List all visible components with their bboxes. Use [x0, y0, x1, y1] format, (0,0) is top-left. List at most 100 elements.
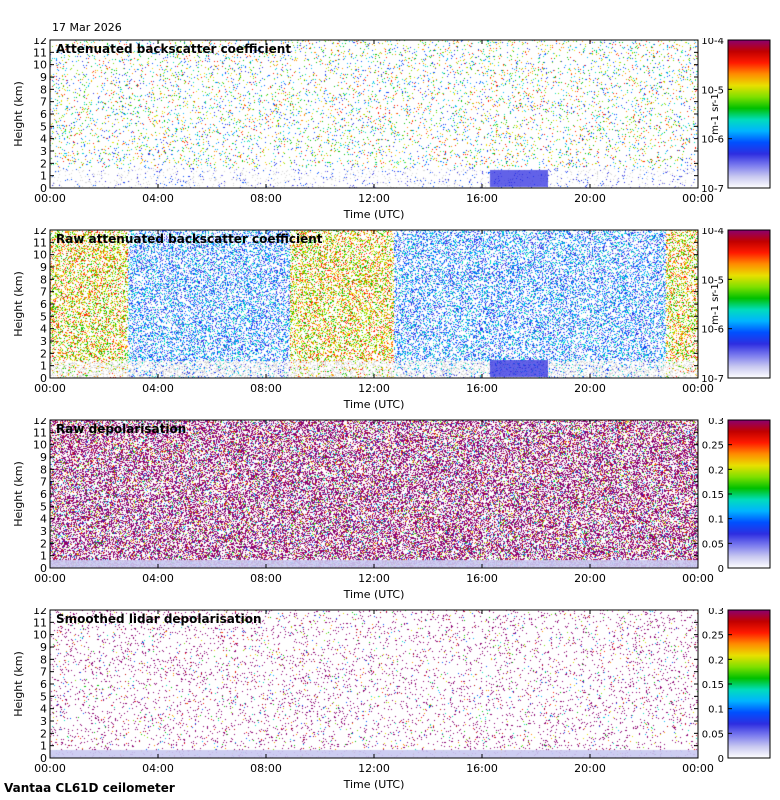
x-tick-label: 20:00 — [574, 762, 606, 775]
colorbar — [727, 609, 771, 759]
y-tick-label: 4 — [40, 513, 47, 526]
x-tick-label: 12:00 — [358, 572, 390, 585]
panel-title: Smoothed lidar depolarisation — [56, 612, 262, 626]
y-tick-label: 4 — [40, 323, 47, 336]
y-tick-label: 12 — [33, 228, 47, 237]
x-tick-label: 16:00 — [466, 762, 498, 775]
colorbar-tick-label: 0.15 — [702, 680, 724, 691]
colorbar-tick-label: 0.3 — [708, 418, 724, 427]
x-tick-label: 04:00 — [142, 192, 174, 205]
x-tick-label: 00:00 — [34, 762, 66, 775]
y-tick-label: 4 — [40, 703, 47, 716]
colorbar-tick-label: 10-6 — [701, 135, 724, 146]
y-axis-label: Height (km) — [12, 271, 25, 337]
y-tick-label: 0 — [40, 562, 47, 575]
colorbar-tick-label: 0.05 — [702, 729, 724, 740]
panel-raw-depolarisation: 0 1 2 3 4 5 6 7 8 9 10 11 12 00:00 04:00 08:00 12:00 16:0… — [0, 418, 780, 608]
x-tick-label: 20:00 — [574, 572, 606, 585]
y-tick-label: 6 — [40, 488, 47, 501]
x-axis-label: Time (UTC) — [343, 588, 405, 601]
x-tick-label: 00:00 — [34, 572, 66, 585]
panel-title: Raw attenuated backscatter coefficient — [56, 232, 323, 246]
y-tick-label: 8 — [40, 463, 47, 476]
y-tick-label: 3 — [40, 145, 47, 158]
y-tick-label: 0 — [40, 182, 47, 195]
y-tick-label: 12 — [33, 608, 47, 617]
y-tick-label: 1 — [40, 170, 47, 183]
colorbar — [727, 419, 771, 569]
x-tick-label: 08:00 — [250, 572, 282, 585]
y-tick-label: 2 — [40, 157, 47, 170]
x-tick-label: 20:00 — [574, 192, 606, 205]
x-tick-label: 12:00 — [358, 382, 390, 395]
x-axis-label: Time (UTC) — [343, 778, 405, 791]
heatmap-field — [50, 230, 698, 378]
y-tick-label: 5 — [40, 690, 47, 703]
x-tick-label: 00:00 — [682, 572, 714, 585]
colorbar-tick-label: 0.05 — [702, 539, 724, 550]
y-tick-label: 7 — [40, 476, 47, 489]
y-tick-label: 11 — [33, 46, 47, 59]
y-tick-label: 8 — [40, 83, 47, 96]
y-tick-label: 1 — [40, 550, 47, 563]
y-tick-label: 9 — [40, 451, 47, 464]
y-tick-label: 10 — [33, 249, 47, 262]
x-tick-label: 12:00 — [358, 762, 390, 775]
y-tick-label: 5 — [40, 310, 47, 323]
colorbar-tick-label: 10-6 — [701, 325, 724, 336]
colorbar-label: m-1 sr-1 — [710, 283, 721, 325]
y-tick-label: 8 — [40, 273, 47, 286]
x-tick-label: 00:00 — [682, 382, 714, 395]
x-tick-label: 08:00 — [250, 192, 282, 205]
heatmap-field — [50, 420, 698, 568]
colorbar-tick-label: 0.1 — [708, 515, 724, 526]
heatmap-field — [50, 610, 698, 758]
y-tick-label: 1 — [40, 360, 47, 373]
y-tick-label: 9 — [40, 641, 47, 654]
y-tick-label: 12 — [33, 38, 47, 47]
y-tick-label: 0 — [40, 372, 47, 385]
y-tick-label: 7 — [40, 286, 47, 299]
y-tick-label: 7 — [40, 96, 47, 109]
x-tick-label: 08:00 — [250, 762, 282, 775]
y-tick-label: 3 — [40, 525, 47, 538]
x-tick-label: 04:00 — [142, 572, 174, 585]
x-tick-label: 00:00 — [682, 762, 714, 775]
y-tick-label: 7 — [40, 666, 47, 679]
colorbar-tick-label: 0.25 — [702, 631, 724, 642]
x-tick-label: 16:00 — [466, 572, 498, 585]
x-tick-label: 00:00 — [682, 192, 714, 205]
colorbar-tick-label: 0.15 — [702, 490, 724, 501]
y-tick-label: 11 — [33, 236, 47, 249]
y-tick-label: 10 — [33, 439, 47, 452]
y-axis-label: Height (km) — [12, 81, 25, 147]
colorbar-tick-label: 0.2 — [708, 465, 724, 476]
colorbar-tick-label: 0.3 — [708, 608, 724, 617]
colorbar-tick-label: 10-7 — [701, 184, 724, 195]
x-tick-label: 04:00 — [142, 382, 174, 395]
colorbar-tick-label: 0.1 — [708, 705, 724, 716]
panel-smoothed-depolarisation: 0 1 2 3 4 5 6 7 8 9 10 11 12 00:00 04:00 08:00 12:00 16:0… — [0, 608, 780, 798]
instrument-label: Vantaa CL61D ceilometer — [4, 781, 175, 795]
panel-title: Attenuated backscatter coefficient — [56, 42, 292, 56]
colorbar-tick-label: 0.2 — [708, 655, 724, 666]
y-tick-label: 2 — [40, 727, 47, 740]
x-tick-label: 20:00 — [574, 382, 606, 395]
colorbar-tick-label: 10-5 — [701, 85, 724, 96]
x-tick-label: 12:00 — [358, 192, 390, 205]
y-tick-label: 3 — [40, 715, 47, 728]
colorbar-tick-label: 10-4 — [701, 228, 724, 237]
plot-date: 17 Mar 2026 — [52, 21, 122, 34]
y-tick-label: 8 — [40, 653, 47, 666]
y-tick-label: 9 — [40, 261, 47, 274]
y-axis-label: Height (km) — [12, 461, 25, 527]
x-tick-label: 16:00 — [466, 382, 498, 395]
y-tick-label: 6 — [40, 108, 47, 121]
colorbar — [727, 229, 771, 379]
y-tick-label: 10 — [33, 59, 47, 72]
y-tick-label: 2 — [40, 537, 47, 550]
